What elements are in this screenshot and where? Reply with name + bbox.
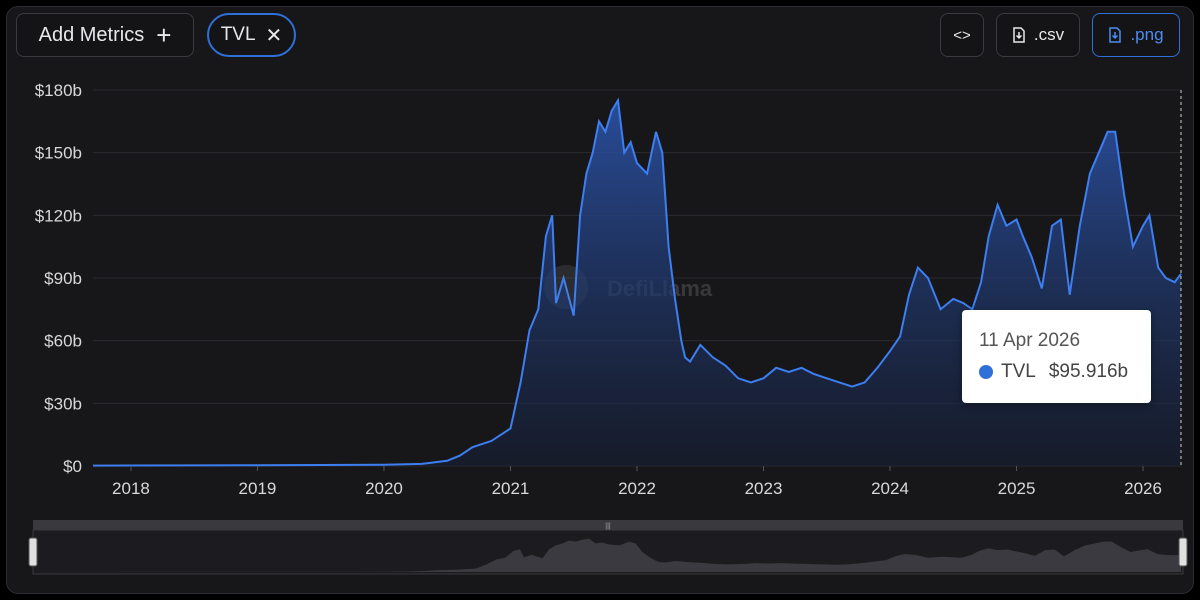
download-icon [1013, 27, 1025, 43]
brush-handle-bar[interactable] [33, 520, 1183, 530]
x-tick-label: 2026 [1124, 479, 1162, 498]
brush-mini-area [37, 538, 1181, 572]
tooltip-date: 11 Apr 2026 [979, 330, 1081, 351]
y-tick-label: $120b [35, 206, 82, 225]
tooltip-series: TVL [1001, 361, 1036, 382]
x-tick-label: 2025 [998, 479, 1036, 498]
brush-left-handle[interactable] [28, 537, 38, 567]
x-tick-label: 2024 [871, 479, 909, 498]
png-label: .png [1130, 25, 1164, 44]
csv-label: .csv [1033, 25, 1065, 44]
chart-tooltip: 11 Apr 2026 TVL $95.916b [962, 310, 1151, 403]
download-png-button[interactable]: .png [1092, 13, 1180, 57]
x-tick-label: 2019 [239, 479, 277, 498]
y-tick-label: $90b [44, 269, 82, 288]
tvl-line [92, 97, 1182, 467]
add-metrics-button[interactable]: Add Metrics + [16, 13, 194, 57]
download-csv-button[interactable]: .csv [996, 13, 1080, 57]
metric-pill-label: TVL [220, 24, 256, 45]
y-tick-label: $0 [63, 457, 82, 476]
code-icon: <> [953, 26, 971, 44]
x-tick-label: 2023 [745, 479, 783, 498]
tooltip-value: $95.916b [1048, 361, 1129, 382]
embed-code-button[interactable]: <> [940, 13, 984, 57]
series-dot-icon [979, 365, 993, 379]
x-tick-label: 2018 [112, 479, 150, 498]
x-tick-label: 2022 [618, 479, 656, 498]
download-icon [1109, 27, 1122, 43]
range-brush[interactable]: ||| [28, 520, 1188, 575]
y-tick-label: $180b [35, 81, 82, 100]
y-tick-label: $60b [44, 332, 82, 351]
add-metrics-label: Add Metrics [38, 23, 145, 46]
close-icon[interactable]: ✕ [265, 24, 283, 47]
x-tick-label: 2020 [365, 479, 403, 498]
y-tick-label: $30b [44, 394, 82, 413]
tvl-area [93, 100, 1181, 467]
metric-pill-tvl[interactable]: TVL ✕ [207, 13, 296, 57]
y-tick-label: $150b [35, 144, 82, 163]
brush-right-handle[interactable] [1178, 537, 1188, 567]
brush-grip-icon: ||| [605, 523, 611, 530]
plus-icon: + [156, 20, 172, 50]
x-tick-label: 2021 [492, 479, 530, 498]
